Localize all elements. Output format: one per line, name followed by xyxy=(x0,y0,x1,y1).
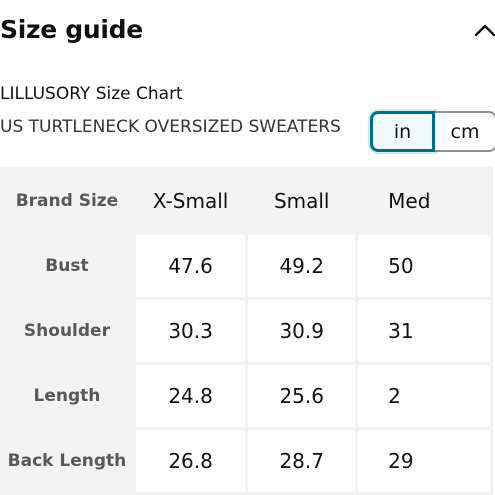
unit-toggle: in cm xyxy=(370,111,495,152)
page-title: Size guide xyxy=(0,15,143,44)
table-row: Length 24.8 25.6 2 xyxy=(1,365,490,427)
chevron-up-icon[interactable] xyxy=(474,20,495,40)
corner-header: Brand Size xyxy=(1,170,133,232)
table-cell: 2 xyxy=(358,365,490,427)
table-cell: 50 xyxy=(358,235,490,297)
table-cell: 26.8 xyxy=(135,430,246,492)
table-cell: 30.3 xyxy=(135,300,246,362)
table-cell: 24.8 xyxy=(135,365,246,427)
table-row: Bust 47.6 49.2 50 xyxy=(1,235,490,297)
unit-in-button[interactable]: in xyxy=(370,111,435,152)
table-cell: 47.6 xyxy=(135,235,246,297)
size-table: Brand Size X-Small Small Med Bust 47.6 4… xyxy=(0,167,493,495)
row-header: Bust xyxy=(1,235,133,297)
column-header: X-Small xyxy=(135,170,246,232)
row-header: Shoulder xyxy=(1,300,133,362)
size-chart-subtitle: US TURTLENECK OVERSIZED SWEATERS xyxy=(0,117,341,137)
table-cell: 30.9 xyxy=(248,300,356,362)
table-cell: 28.7 xyxy=(248,430,356,492)
size-chart-title: LILLUSORY Size Chart xyxy=(0,84,183,104)
table-row: Shoulder 30.3 30.9 31 xyxy=(1,300,490,362)
table-cell: 25.6 xyxy=(248,365,356,427)
row-header: Back Length xyxy=(1,430,133,492)
table-row: Back Length 26.8 28.7 29 xyxy=(1,430,490,492)
table-cell: 29 xyxy=(358,430,490,492)
table-cell: 31 xyxy=(358,300,490,362)
table-header-row: Brand Size X-Small Small Med xyxy=(1,170,490,232)
column-header: Med xyxy=(358,170,490,232)
column-header: Small xyxy=(248,170,356,232)
unit-cm-button[interactable]: cm xyxy=(435,111,495,152)
row-header: Length xyxy=(1,365,133,427)
table-cell: 49.2 xyxy=(248,235,356,297)
